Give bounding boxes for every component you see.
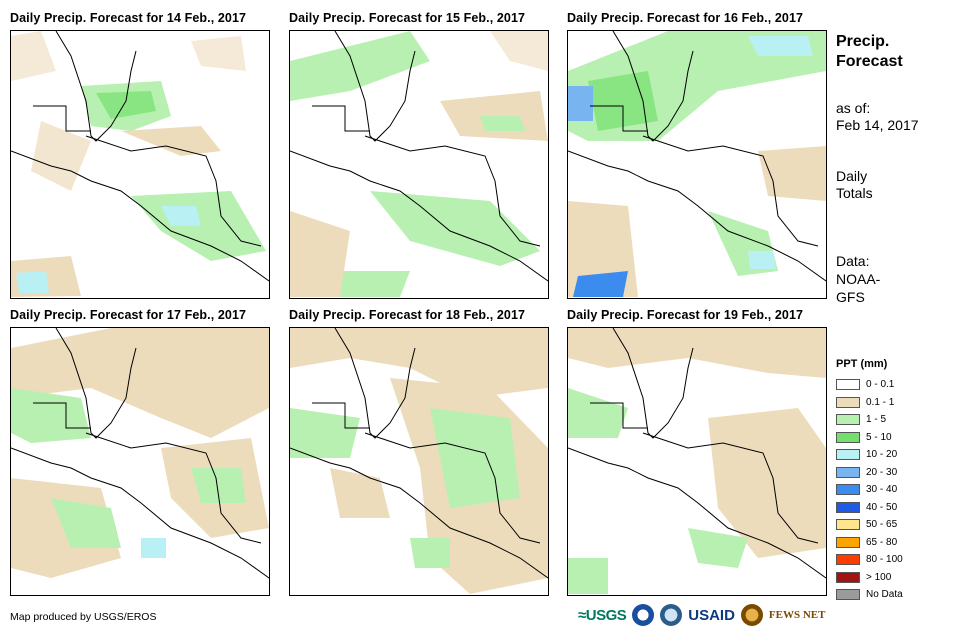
coastline bbox=[568, 328, 826, 579]
legend-swatch bbox=[836, 501, 860, 513]
coastline bbox=[568, 31, 826, 282]
legend-swatch bbox=[836, 554, 860, 566]
legend-item: 80 - 100 bbox=[836, 551, 966, 569]
asof-label: as of: bbox=[836, 100, 871, 116]
footer-credit: Map produced by USGS/EROS bbox=[10, 611, 157, 623]
legend-swatch bbox=[836, 379, 860, 391]
usaid-logo: USAID bbox=[688, 606, 735, 624]
doi-seal-icon bbox=[660, 604, 683, 626]
totals-line1: Daily bbox=[836, 168, 868, 184]
data-source-line3: GFS bbox=[836, 289, 865, 305]
panel-title-3: Daily Precip. Forecast for 16 Feb., 2017 bbox=[567, 11, 804, 25]
side-title-line2: Forecast bbox=[836, 53, 903, 70]
fews-net-logo: FEWS NET bbox=[768, 609, 826, 621]
legend-label: 0 - 0.1 bbox=[866, 379, 895, 391]
legend-item: 10 - 20 bbox=[836, 446, 966, 464]
precip-shading bbox=[290, 328, 548, 594]
asof-date: Feb 14, 2017 bbox=[836, 117, 919, 133]
precip-shading bbox=[568, 328, 826, 594]
precip-shading bbox=[11, 328, 269, 578]
legend-label: 20 - 30 bbox=[866, 466, 898, 478]
map-panel-16feb bbox=[567, 30, 827, 299]
legend-swatch bbox=[836, 396, 860, 408]
legend-title: PPT (mm) bbox=[836, 358, 888, 370]
legend-label: 5 - 10 bbox=[866, 431, 892, 443]
legend-item: 0.1 - 1 bbox=[836, 394, 966, 412]
logo-strip: ≈USGS USAID FEWS NET bbox=[578, 600, 825, 630]
side-title-line1: Precip. bbox=[836, 33, 890, 50]
map-panel-19feb bbox=[567, 327, 827, 596]
legend-label: No Data bbox=[866, 589, 903, 601]
legend-label: 65 - 80 bbox=[866, 536, 898, 548]
legend-label: 30 - 40 bbox=[866, 484, 898, 496]
legend-swatch bbox=[836, 571, 860, 583]
legend-swatch bbox=[836, 536, 860, 548]
coastline bbox=[290, 31, 548, 282]
map-panel-18feb bbox=[289, 327, 549, 596]
panel-title-6: Daily Precip. Forecast for 19 Feb., 2017 bbox=[567, 308, 804, 322]
coastline bbox=[290, 328, 548, 579]
legend-item: > 100 bbox=[836, 569, 966, 587]
fews-globe-icon bbox=[740, 604, 763, 626]
precip-shading bbox=[290, 31, 548, 297]
data-source-line1: Data: bbox=[836, 253, 870, 269]
precip-shading bbox=[11, 31, 266, 297]
legend-swatch bbox=[836, 414, 860, 426]
legend-item: 65 - 80 bbox=[836, 534, 966, 552]
legend-swatch bbox=[836, 519, 860, 531]
legend-item: 30 - 40 bbox=[836, 481, 966, 499]
precip-shading bbox=[568, 31, 826, 297]
legend-label: 50 - 65 bbox=[866, 519, 898, 531]
panel-title-1: Daily Precip. Forecast for 14 Feb., 2017 bbox=[10, 11, 247, 25]
panel-title-5: Daily Precip. Forecast for 18 Feb., 2017 bbox=[289, 308, 526, 322]
legend-swatch bbox=[836, 449, 860, 461]
legend-label: > 100 bbox=[866, 571, 892, 583]
legend-item: 40 - 50 bbox=[836, 499, 966, 517]
legend: PPT (mm) 0 - 0.1 0.1 - 1 1 - 5 5 - 10 10 - 2… bbox=[836, 358, 966, 604]
legend-label: 1 - 5 bbox=[866, 414, 887, 426]
totals-line2: Totals bbox=[836, 185, 873, 201]
usgs-logo: ≈USGS bbox=[578, 606, 627, 624]
legend-swatch bbox=[836, 466, 860, 478]
legend-item: 1 - 5 bbox=[836, 411, 966, 429]
legend-label: 80 - 100 bbox=[866, 554, 903, 566]
legend-swatch bbox=[836, 484, 860, 496]
legend-item: 5 - 10 bbox=[836, 429, 966, 447]
legend-label: 0.1 - 1 bbox=[866, 396, 895, 408]
data-source-line2: NOAA- bbox=[836, 271, 881, 287]
map-panel-15feb bbox=[289, 30, 549, 299]
coastline bbox=[11, 328, 269, 579]
legend-item: 0 - 0.1 bbox=[836, 376, 966, 394]
coastline bbox=[11, 31, 269, 282]
map-panel-17feb bbox=[10, 327, 270, 596]
legend-swatch bbox=[836, 431, 860, 443]
legend-label: 10 - 20 bbox=[866, 449, 898, 461]
noaa-seal-icon bbox=[632, 604, 655, 626]
panel-title-2: Daily Precip. Forecast for 15 Feb., 2017 bbox=[289, 11, 526, 25]
legend-label: 40 - 50 bbox=[866, 501, 898, 513]
legend-item: 50 - 65 bbox=[836, 516, 966, 534]
legend-swatch bbox=[836, 589, 860, 601]
legend-item: 20 - 30 bbox=[836, 464, 966, 482]
legend-item: No Data bbox=[836, 586, 966, 604]
panel-title-4: Daily Precip. Forecast for 17 Feb., 2017 bbox=[10, 308, 247, 322]
map-panel-14feb bbox=[10, 30, 270, 299]
